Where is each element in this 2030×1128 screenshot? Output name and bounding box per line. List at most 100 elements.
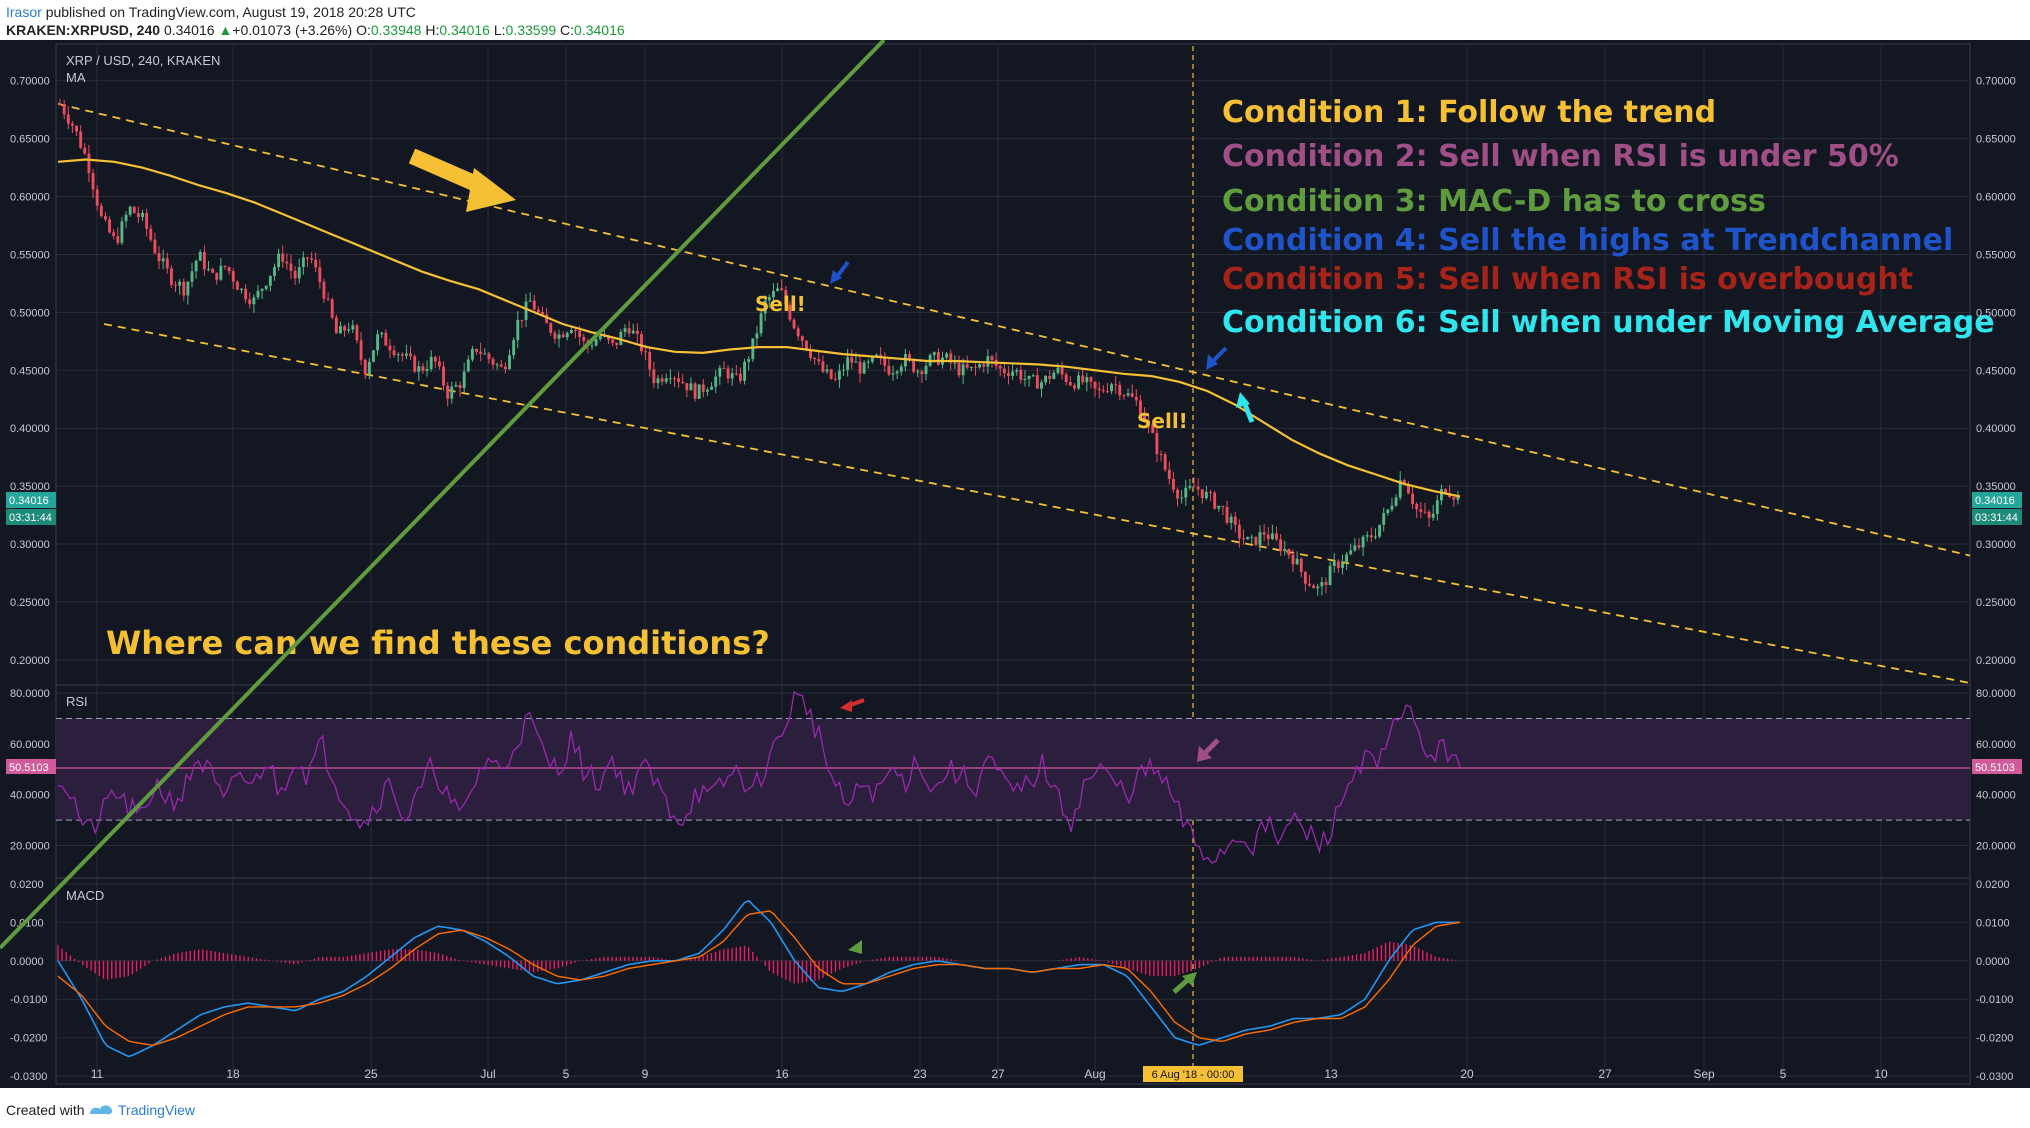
candle-body xyxy=(825,369,829,372)
candle-body xyxy=(1221,505,1225,507)
candle-body xyxy=(293,270,297,279)
candle-body xyxy=(751,338,755,360)
close-value: 0.34016 xyxy=(574,22,625,38)
trading-chart[interactable]: 0.70000 0.65000 0.60000 0.55000 0.50000 0.450… xyxy=(0,40,2030,1088)
open-value: 0.33948 xyxy=(370,22,422,38)
candle-body xyxy=(1192,486,1196,488)
macd-tick-label: -0.0100 xyxy=(10,994,47,1006)
y-tick-label: 0.20000 xyxy=(1976,655,2016,667)
candle-body xyxy=(1023,379,1027,381)
candle-body xyxy=(273,267,276,276)
candle-body xyxy=(813,357,817,360)
low-label: L: xyxy=(493,22,506,38)
candle-body xyxy=(363,359,367,375)
candle-body xyxy=(969,366,973,368)
candle-body xyxy=(512,340,516,356)
candle-body xyxy=(103,216,107,220)
candle-body xyxy=(796,328,800,337)
candle-body xyxy=(557,334,561,339)
high-label: H: xyxy=(425,22,440,38)
candle-body xyxy=(549,323,553,333)
candle-body xyxy=(1217,505,1221,509)
candle-body xyxy=(545,314,549,324)
candle-body xyxy=(1345,554,1349,563)
candle-body xyxy=(953,362,957,364)
candle-body xyxy=(372,350,375,362)
candles xyxy=(58,98,1460,596)
candle-body xyxy=(1258,532,1262,545)
low-value: 0.33599 xyxy=(505,22,557,38)
candle-body xyxy=(1382,513,1386,525)
candle-body xyxy=(875,354,878,357)
candle-body xyxy=(1143,413,1146,421)
candle-body xyxy=(277,253,281,268)
candle-body xyxy=(334,317,338,334)
candle-body xyxy=(442,366,445,386)
candle-body xyxy=(1209,491,1212,493)
y-tick-label: 0.60000 xyxy=(1976,192,2016,204)
candle-body xyxy=(1225,506,1229,523)
candle-body xyxy=(120,221,124,243)
candle-body xyxy=(1374,536,1377,538)
tradingview-link[interactable]: TradingView xyxy=(118,1102,196,1118)
candle-body xyxy=(763,300,767,314)
candle-body xyxy=(582,337,586,341)
candle-body xyxy=(891,373,895,375)
candle-body xyxy=(685,383,689,391)
candle-body xyxy=(301,257,305,268)
candle-body xyxy=(532,300,536,310)
candle-body xyxy=(268,275,272,286)
candle-body xyxy=(912,359,916,372)
candle-body xyxy=(524,301,528,321)
candle-body xyxy=(318,267,322,283)
candle-body xyxy=(128,206,132,215)
last-price-label: 0.34016 xyxy=(163,22,215,38)
candle-body xyxy=(75,125,78,132)
rsi-tick-label: 60.0000 xyxy=(1976,739,2016,751)
candle-body xyxy=(1064,374,1068,383)
candle-body xyxy=(978,364,982,368)
candle-body xyxy=(1431,513,1435,518)
candle-body xyxy=(1398,480,1402,498)
candle-body xyxy=(219,265,223,280)
candle-body xyxy=(1089,377,1093,382)
candle-body xyxy=(87,153,91,174)
candle-body xyxy=(961,364,965,376)
candle-body xyxy=(1077,375,1081,389)
candle-body xyxy=(491,359,495,365)
trend-channel xyxy=(57,103,1971,684)
candle-body xyxy=(837,370,841,380)
candle-body xyxy=(1027,375,1031,380)
y-tick-label: 0.40000 xyxy=(10,423,50,435)
candle-body xyxy=(1105,391,1109,393)
rsi-pane-title: RSI xyxy=(66,694,88,709)
rsi-tick-label: 20.0000 xyxy=(1976,841,2016,853)
condition-6: Condition 6: Sell when under Moving Aver… xyxy=(1222,305,1995,340)
tradingview-logo-icon[interactable] xyxy=(88,1100,114,1116)
candle-body xyxy=(668,378,672,380)
candle-body xyxy=(1378,524,1382,537)
candle-body xyxy=(1122,395,1126,397)
candle-body xyxy=(1320,582,1324,587)
candle-body xyxy=(1040,382,1043,389)
chart-background xyxy=(0,40,2030,1088)
candle-body xyxy=(400,354,404,356)
macd-pane xyxy=(57,899,1461,1058)
up-arrow-icon: ▲ xyxy=(218,22,233,38)
svg-text:0.34016: 0.34016 xyxy=(9,495,49,507)
candle-body xyxy=(157,253,161,262)
blue-arrow-icon xyxy=(830,260,850,284)
macd-tick-label: -0.0300 xyxy=(1976,1071,2013,1083)
y-tick-label: 0.65000 xyxy=(10,134,50,146)
x-tick-label: 11 xyxy=(91,1067,104,1081)
candle-body xyxy=(792,319,796,329)
candle-body xyxy=(450,386,454,399)
candle-body xyxy=(644,351,648,353)
author-link[interactable]: Irasor xyxy=(6,4,42,20)
candle-body xyxy=(1394,497,1398,506)
candle-body xyxy=(945,353,949,358)
candle-body xyxy=(829,369,833,379)
y-tick-label: 0.20000 xyxy=(10,655,50,667)
candle-body xyxy=(499,364,503,367)
candle-body xyxy=(380,332,384,335)
